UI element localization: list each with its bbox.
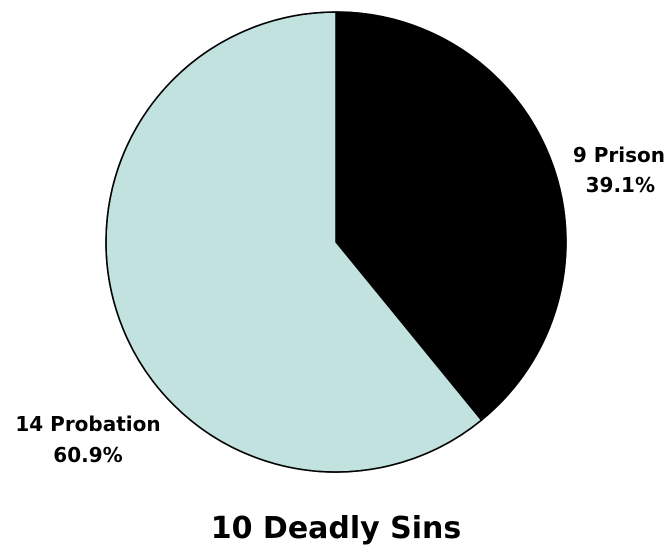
slices-layer [105, 11, 567, 473]
slice-label-prison-percent: 39.1% [586, 173, 655, 197]
slice-label-probation-percent: 60.9% [53, 443, 122, 467]
slice-label-probation-count: 14 Probation [15, 412, 160, 436]
pie-outline [105, 11, 567, 473]
slice-label-prison-count: 9 Prison [573, 143, 665, 167]
chart-title: 10 Deadly Sins [211, 511, 462, 546]
